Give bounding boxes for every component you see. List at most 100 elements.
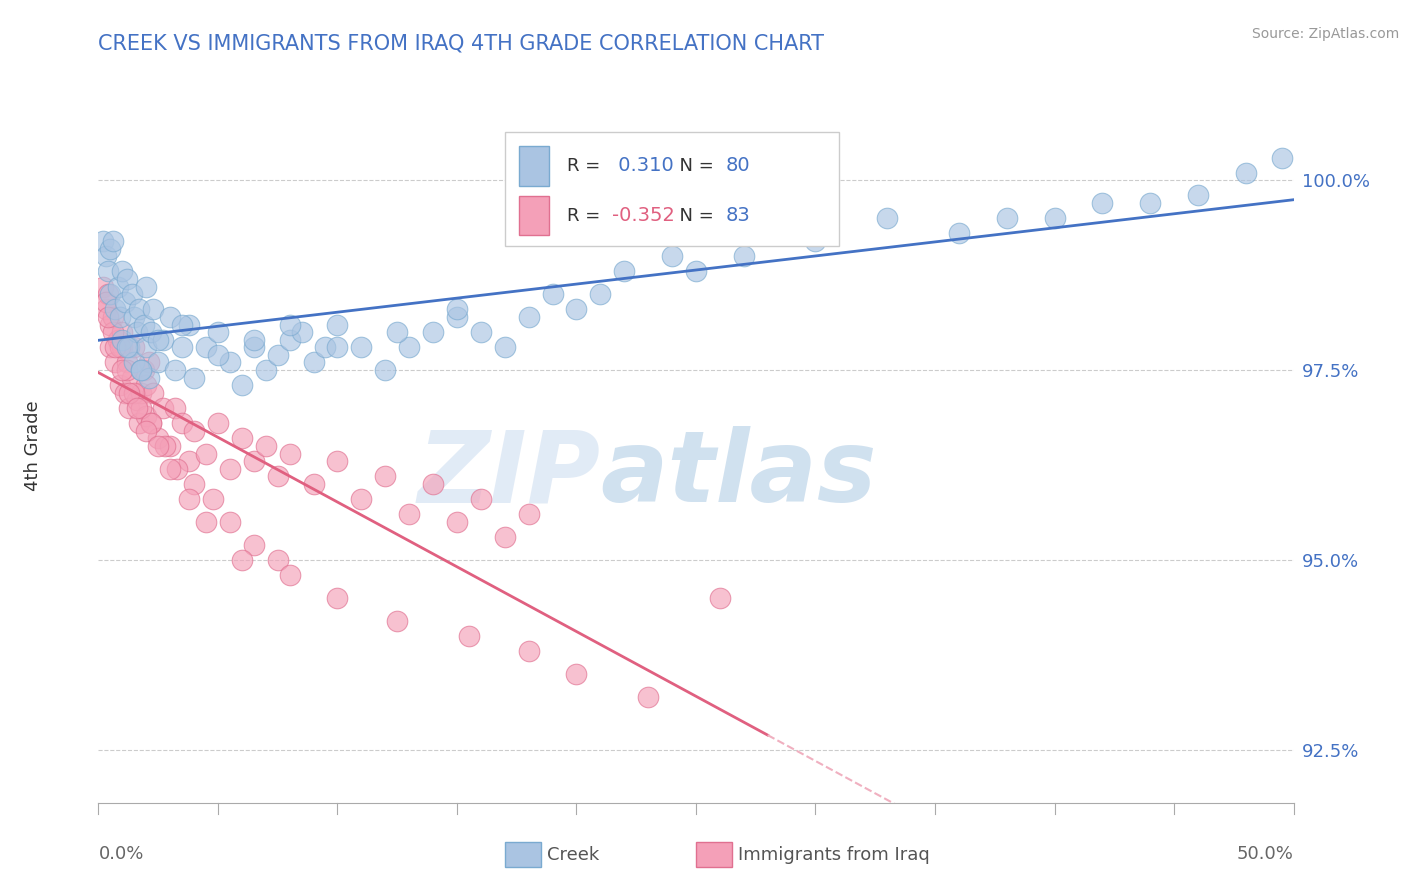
Point <box>115 272 138 286</box>
Point <box>104 302 127 317</box>
Point <box>98 242 122 256</box>
Point <box>108 340 131 354</box>
Text: R =: R = <box>567 157 606 175</box>
Text: ZIP: ZIP <box>418 426 600 523</box>
Point <box>231 431 253 445</box>
Point <box>1234 166 1257 180</box>
Point <box>267 553 290 567</box>
Point <box>124 310 146 324</box>
Point <box>1139 196 1161 211</box>
Point <box>172 318 194 332</box>
Point <box>91 279 114 293</box>
Point <box>709 591 731 605</box>
Point <box>101 325 124 339</box>
Text: N =: N = <box>668 207 720 225</box>
Point <box>148 439 170 453</box>
Point <box>278 333 301 347</box>
Point <box>202 492 225 507</box>
Point <box>142 302 165 317</box>
Point <box>242 454 264 468</box>
Text: Immigrants from Iraq: Immigrants from Iraq <box>738 846 929 863</box>
Point <box>350 340 373 354</box>
Text: Creek: Creek <box>547 846 599 863</box>
Point <box>172 416 194 430</box>
Point <box>1271 151 1294 165</box>
Point <box>98 318 122 332</box>
Point <box>121 370 143 384</box>
Point <box>589 287 612 301</box>
Point <box>995 211 1018 226</box>
Point <box>97 310 120 324</box>
Point <box>207 416 229 430</box>
Point <box>132 363 155 377</box>
Point <box>207 348 229 362</box>
Point <box>98 287 122 301</box>
Point <box>111 325 134 339</box>
Point <box>374 469 396 483</box>
Point <box>315 340 337 354</box>
Point <box>457 629 479 643</box>
Point <box>107 279 129 293</box>
Point <box>278 318 301 332</box>
Point <box>132 318 155 332</box>
Point <box>470 492 492 507</box>
Point <box>124 340 146 354</box>
Point <box>121 287 143 301</box>
Point <box>326 454 349 468</box>
Point <box>219 462 242 476</box>
Point <box>118 340 141 354</box>
Point <box>374 363 396 377</box>
Point <box>135 279 157 293</box>
Point <box>231 553 253 567</box>
Point <box>94 294 117 309</box>
Point <box>242 340 264 354</box>
Point <box>422 325 444 339</box>
Point <box>138 355 160 369</box>
FancyBboxPatch shape <box>519 196 548 235</box>
Point <box>326 591 349 605</box>
FancyBboxPatch shape <box>696 842 733 867</box>
Point <box>517 644 540 658</box>
Point <box>101 234 124 248</box>
Point <box>135 340 157 354</box>
Point <box>114 294 136 309</box>
Point <box>1091 196 1114 211</box>
Point <box>179 454 201 468</box>
Point <box>254 363 277 377</box>
Point <box>135 424 157 438</box>
Point <box>254 439 277 453</box>
Point <box>183 477 205 491</box>
Point <box>115 363 138 377</box>
Point <box>115 340 138 354</box>
Point <box>565 666 588 681</box>
Point <box>131 401 153 415</box>
Point <box>135 378 157 392</box>
Point <box>98 340 122 354</box>
Point <box>139 325 162 339</box>
Point <box>470 325 492 339</box>
Point <box>1043 211 1066 226</box>
Text: atlas: atlas <box>600 426 877 523</box>
Text: 0.0%: 0.0% <box>98 845 143 863</box>
Point <box>124 385 146 400</box>
Point <box>804 234 827 248</box>
Point <box>326 340 349 354</box>
Point <box>565 302 588 317</box>
Point <box>326 318 349 332</box>
Point <box>131 363 153 377</box>
Point <box>166 462 188 476</box>
Point <box>446 302 468 317</box>
Point <box>278 568 301 582</box>
Point <box>131 363 153 377</box>
Point <box>159 462 181 476</box>
Point <box>948 227 970 241</box>
Point <box>231 378 253 392</box>
Point <box>302 355 325 369</box>
Point <box>125 401 148 415</box>
Point <box>385 614 409 628</box>
Point <box>494 530 516 544</box>
Point <box>148 355 170 369</box>
Point <box>118 401 141 415</box>
Point <box>242 538 264 552</box>
Text: 50.0%: 50.0% <box>1237 845 1294 863</box>
